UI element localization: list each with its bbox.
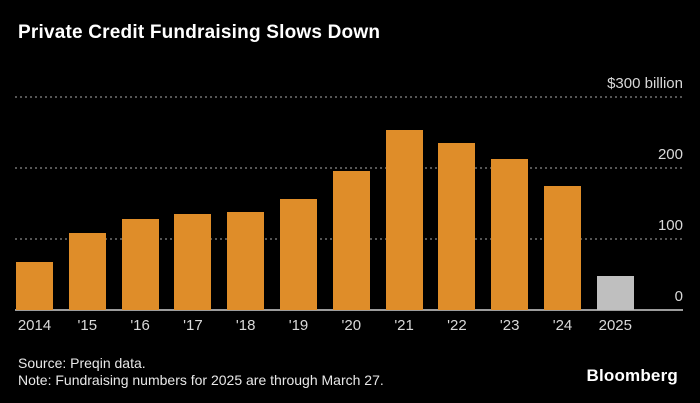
- x-tick-18: '18: [235, 317, 256, 334]
- x-tick-24: '24: [552, 317, 573, 334]
- x-tick-2014: 2014: [17, 317, 52, 334]
- bar-24: [544, 185, 581, 310]
- x-tick-15: '15: [77, 317, 98, 334]
- bar-15: [68, 232, 106, 310]
- bar-23: [491, 158, 529, 310]
- bloomberg-logo: Bloomberg: [586, 366, 678, 385]
- bar-2014: [16, 261, 53, 310]
- note-text: Note: Fundraising numbers for 2025 are t…: [18, 372, 384, 388]
- y-axis-label-200: 200: [657, 146, 683, 163]
- x-tick-23: '23: [499, 317, 520, 334]
- bar-17: [174, 214, 212, 310]
- bar-20: [332, 170, 370, 310]
- x-tick-20: '20: [341, 317, 362, 334]
- x-tick-19: '19: [288, 317, 309, 334]
- source-text: Source: Preqin data.: [18, 355, 146, 371]
- y-axis-label-300: $300 billion: [607, 75, 683, 92]
- bar-19: [280, 198, 317, 310]
- x-tick-17: '17: [183, 317, 203, 334]
- y-axis-label-0: 0: [674, 288, 683, 305]
- x-tick-16: '16: [130, 317, 150, 334]
- x-tick-2025: 2025: [598, 317, 632, 334]
- x-tick-21: '21: [394, 317, 414, 334]
- gridline-300: [15, 96, 683, 98]
- bar-21: [385, 129, 423, 310]
- x-tick-22: '22: [447, 317, 467, 334]
- bar-2025: [596, 275, 634, 310]
- chart-title: Private Credit Fundraising Slows Down: [18, 22, 381, 43]
- gridline-200: [15, 167, 683, 169]
- y-axis-label-100: 100: [657, 217, 683, 234]
- bar-16: [121, 219, 159, 310]
- x-axis-baseline: [15, 309, 683, 311]
- bar-22: [438, 143, 476, 310]
- bar-18: [227, 212, 265, 310]
